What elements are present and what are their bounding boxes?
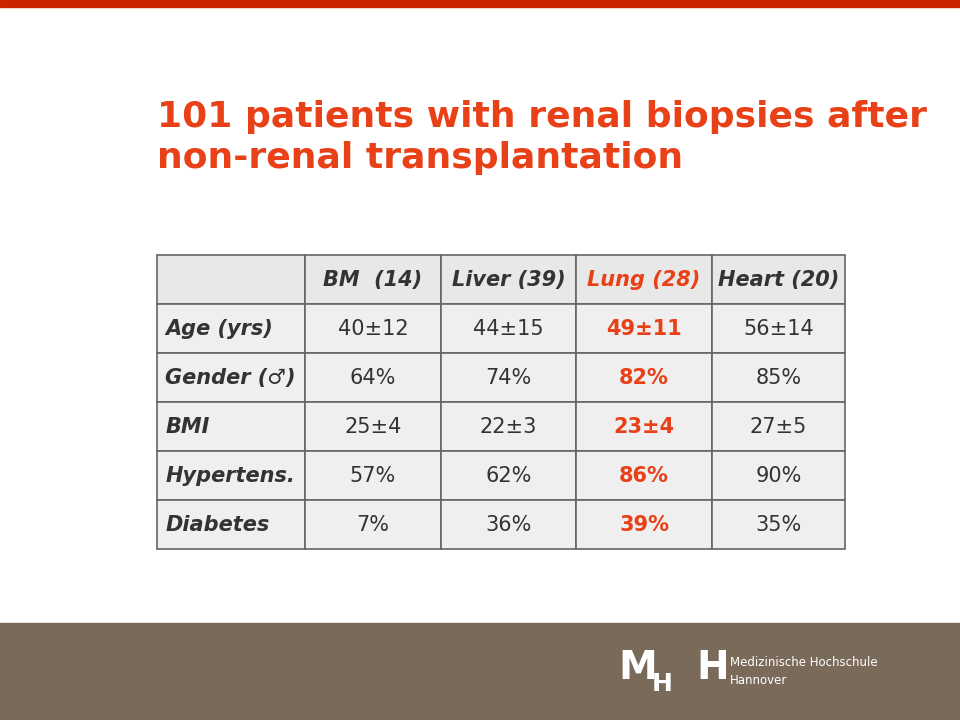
FancyBboxPatch shape: [712, 354, 846, 402]
Text: 35%: 35%: [756, 515, 802, 535]
FancyBboxPatch shape: [305, 451, 441, 500]
Text: 85%: 85%: [756, 368, 802, 388]
FancyBboxPatch shape: [157, 500, 305, 549]
FancyBboxPatch shape: [576, 402, 712, 451]
FancyBboxPatch shape: [441, 305, 576, 354]
FancyBboxPatch shape: [305, 305, 441, 354]
FancyBboxPatch shape: [712, 451, 846, 500]
Text: H: H: [696, 649, 729, 687]
Text: 82%: 82%: [619, 368, 669, 388]
FancyBboxPatch shape: [712, 256, 846, 305]
Text: 40±12: 40±12: [338, 319, 408, 339]
FancyBboxPatch shape: [305, 354, 441, 402]
Text: H: H: [652, 672, 673, 696]
FancyBboxPatch shape: [576, 256, 712, 305]
Text: Gender (♂): Gender (♂): [165, 368, 296, 388]
FancyBboxPatch shape: [441, 402, 576, 451]
Text: Medizinische Hochschule
Hannover: Medizinische Hochschule Hannover: [730, 656, 877, 687]
Text: 39%: 39%: [619, 515, 669, 535]
FancyBboxPatch shape: [157, 256, 305, 305]
FancyBboxPatch shape: [441, 451, 576, 500]
Text: 90%: 90%: [756, 466, 802, 486]
FancyBboxPatch shape: [305, 500, 441, 549]
Text: 49±11: 49±11: [606, 319, 682, 339]
FancyBboxPatch shape: [157, 451, 305, 500]
FancyBboxPatch shape: [576, 354, 712, 402]
Text: Liver (39): Liver (39): [452, 270, 565, 290]
Text: 86%: 86%: [619, 466, 669, 486]
Text: 57%: 57%: [349, 466, 396, 486]
FancyBboxPatch shape: [305, 402, 441, 451]
Text: 23±4: 23±4: [613, 417, 675, 437]
Text: 22±3: 22±3: [480, 417, 538, 437]
Text: M: M: [619, 649, 658, 687]
Text: 62%: 62%: [486, 466, 532, 486]
Text: 56±14: 56±14: [743, 319, 814, 339]
FancyBboxPatch shape: [441, 500, 576, 549]
Text: 101 patients with renal biopsies after
non-renal transplantation: 101 patients with renal biopsies after n…: [157, 100, 927, 175]
Text: Heart (20): Heart (20): [718, 270, 839, 290]
Text: Hypertens.: Hypertens.: [165, 466, 296, 486]
FancyBboxPatch shape: [157, 354, 305, 402]
Text: BM  (14): BM (14): [324, 270, 422, 290]
FancyBboxPatch shape: [712, 305, 846, 354]
FancyBboxPatch shape: [157, 402, 305, 451]
Text: BMI: BMI: [165, 417, 210, 437]
FancyBboxPatch shape: [712, 402, 846, 451]
Text: 7%: 7%: [356, 515, 390, 535]
FancyBboxPatch shape: [576, 451, 712, 500]
Text: 27±5: 27±5: [750, 417, 807, 437]
Text: Diabetes: Diabetes: [165, 515, 270, 535]
FancyBboxPatch shape: [305, 256, 441, 305]
Text: 44±15: 44±15: [473, 319, 543, 339]
FancyBboxPatch shape: [441, 354, 576, 402]
Text: 74%: 74%: [486, 368, 532, 388]
FancyBboxPatch shape: [157, 305, 305, 354]
Text: 36%: 36%: [486, 515, 532, 535]
Text: Age (yrs): Age (yrs): [165, 319, 274, 339]
Text: Lung (28): Lung (28): [588, 270, 701, 290]
FancyBboxPatch shape: [441, 256, 576, 305]
FancyBboxPatch shape: [576, 305, 712, 354]
Text: 25±4: 25±4: [345, 417, 401, 437]
FancyBboxPatch shape: [576, 500, 712, 549]
Text: 64%: 64%: [349, 368, 396, 388]
FancyBboxPatch shape: [712, 500, 846, 549]
